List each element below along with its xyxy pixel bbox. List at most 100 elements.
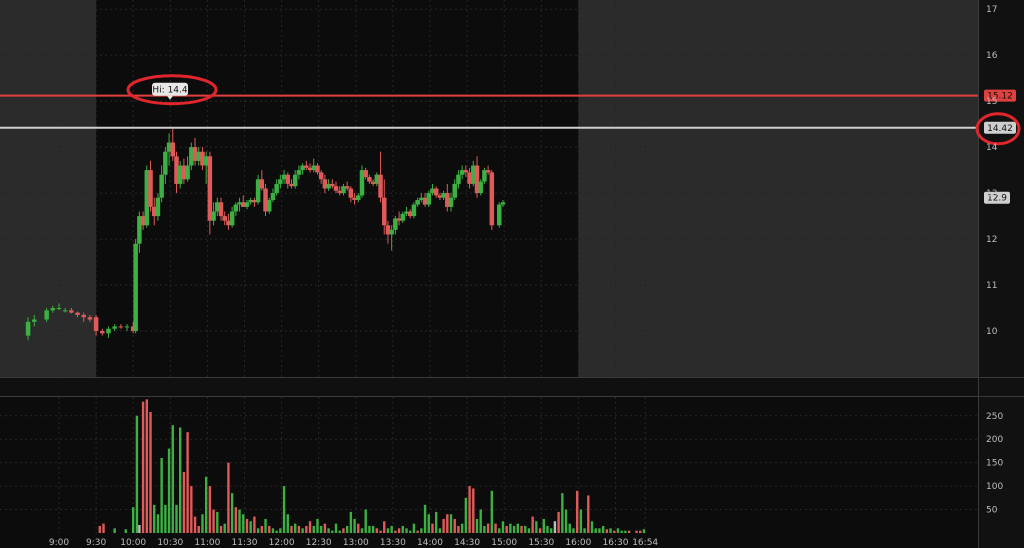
volume-bar	[145, 399, 149, 533]
volume-bar	[405, 528, 408, 533]
volume-bar	[345, 525, 349, 533]
volume-bar	[264, 518, 267, 533]
volume-bar	[620, 530, 623, 533]
volume-bar	[190, 486, 193, 533]
candle-body	[255, 179, 261, 203]
candle-body	[200, 151, 205, 166]
high-highlight-circle	[126, 74, 218, 106]
volume-bar	[197, 525, 200, 533]
time-tick-label: 9:00	[49, 538, 69, 548]
volume-bar	[390, 525, 393, 533]
level-tag	[984, 121, 1016, 134]
volume-bar	[583, 528, 586, 533]
volume-bar	[290, 525, 293, 533]
high-callout-label: Hi: 14.4	[152, 86, 187, 96]
price-tick-label: 16	[986, 51, 998, 61]
candle-body	[448, 197, 454, 207]
candle-body	[215, 202, 220, 212]
volume-bar	[178, 427, 182, 533]
volume-bar	[401, 525, 404, 533]
candle-body	[326, 183, 331, 189]
candle-body	[304, 165, 309, 168]
candle-body	[318, 172, 324, 180]
high-callout-pointer	[167, 95, 174, 100]
candle-body	[81, 314, 86, 318]
candle-body	[363, 170, 368, 178]
volume-bar	[494, 523, 497, 533]
candle-body	[170, 142, 176, 157]
candle-body	[385, 225, 391, 235]
volume-bar	[531, 516, 534, 533]
volume-bar	[323, 523, 327, 533]
volume-bar	[568, 523, 571, 533]
volume-tick-label: 100	[986, 482, 1003, 492]
time-tick-label: 15:00	[491, 538, 517, 548]
volume-bar	[468, 486, 471, 533]
volume-bar	[490, 490, 494, 533]
candle-body	[196, 151, 201, 161]
candle-body	[177, 165, 183, 184]
candle-body	[87, 317, 93, 320]
candle-body	[441, 193, 446, 198]
volume-bar	[98, 525, 102, 533]
time-tick-label: 10:30	[157, 538, 183, 548]
volume-bar	[627, 530, 631, 533]
candle-body	[93, 317, 99, 332]
candle-body	[203, 156, 209, 166]
volume-bar	[483, 525, 486, 533]
candle-body	[50, 308, 56, 311]
price-tick-label: 11	[986, 281, 997, 291]
candle-body	[396, 218, 402, 221]
candle-body	[497, 204, 502, 226]
candle-body	[348, 188, 354, 198]
volume-bar	[423, 504, 427, 533]
candle-body	[300, 165, 305, 171]
candle-body	[266, 199, 272, 212]
candle-body	[44, 310, 49, 320]
volume-bar	[642, 529, 646, 533]
candle-body	[192, 147, 198, 161]
price-tick-label: 17	[986, 5, 997, 15]
candle-body	[252, 199, 257, 203]
time-tick-label: 16:00	[565, 538, 591, 548]
candle-body	[241, 202, 246, 207]
candle-body	[381, 197, 387, 226]
candle-body	[315, 165, 320, 173]
volume-bar	[472, 488, 475, 533]
volume-bar	[598, 528, 601, 533]
volume-bar	[442, 518, 445, 533]
volume-bar	[590, 521, 594, 533]
volume-bar	[420, 528, 423, 533]
volume-bar	[579, 509, 583, 533]
volume-bar	[297, 525, 301, 533]
volume-bar	[464, 497, 468, 533]
candle-body	[296, 170, 302, 175]
volume-bar	[135, 415, 139, 533]
candle-body	[270, 193, 276, 200]
candle-body	[112, 326, 117, 329]
volume-bar	[546, 525, 549, 533]
volume-bar	[301, 528, 304, 533]
candle-body	[75, 312, 80, 315]
volume-bar	[375, 528, 379, 533]
time-tick-label: 9:30	[86, 538, 106, 548]
volume-bar	[338, 530, 341, 533]
volume-bar	[616, 528, 620, 533]
volume-bar	[342, 528, 345, 533]
volume-bar	[639, 530, 642, 533]
volume-bar	[557, 511, 560, 533]
volume-bar	[271, 528, 275, 533]
volume-bar	[386, 528, 390, 533]
volume-bar	[512, 525, 516, 533]
candle-body	[433, 188, 439, 196]
candle-body	[322, 179, 328, 189]
volume-bar	[282, 486, 286, 533]
volume-bar	[572, 528, 575, 533]
price-tick-label: 10	[986, 327, 998, 337]
candle-body	[456, 174, 461, 184]
pane-separator	[0, 377, 978, 397]
level-highlight-circle	[975, 112, 1021, 146]
candle-body	[278, 179, 283, 184]
price-tick-label: 15	[986, 97, 997, 107]
candle-body	[400, 213, 406, 221]
